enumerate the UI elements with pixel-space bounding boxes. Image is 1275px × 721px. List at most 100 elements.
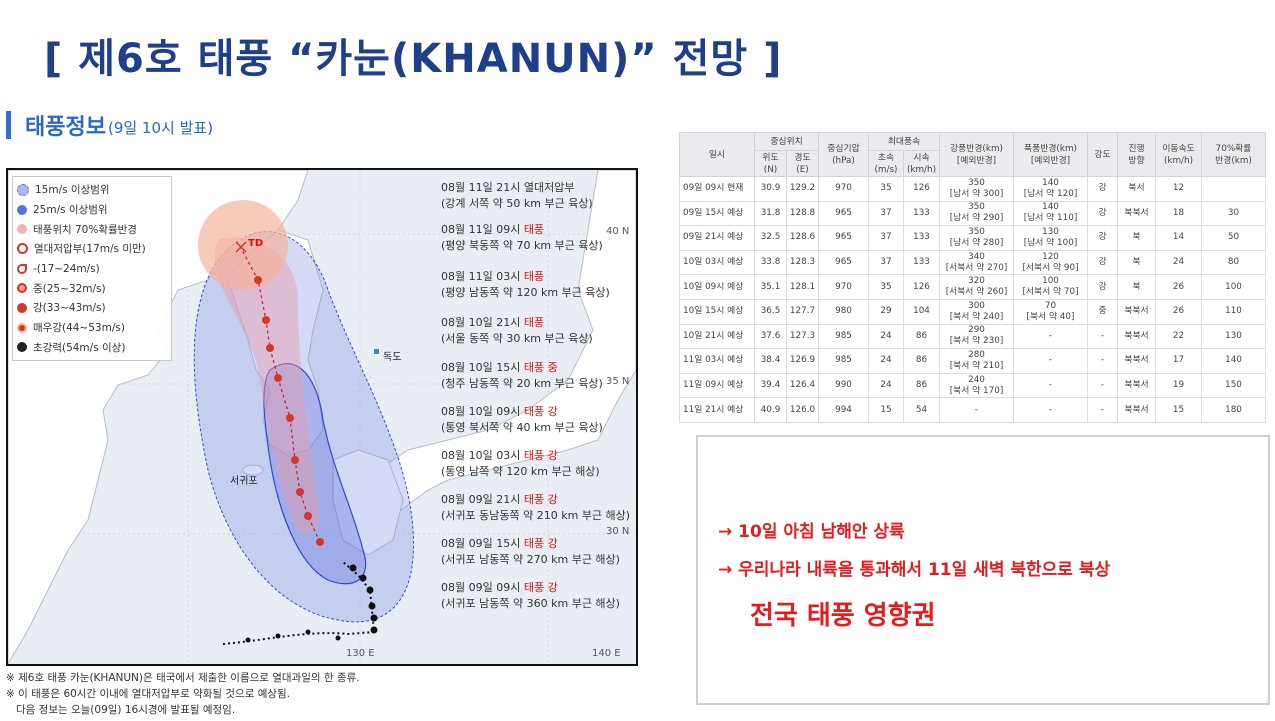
grid-label-140e: 140 E: [592, 648, 621, 659]
table-cell: 15: [868, 397, 904, 423]
table-cell: 180: [1201, 397, 1266, 423]
table-cell: 12: [1155, 176, 1202, 202]
table-cell: 10일 21시 예상: [679, 323, 755, 350]
section-heading: 태풍정보 (9일 10시 발표): [6, 110, 213, 140]
header-prob: 70%확률 반경(km): [1201, 132, 1266, 177]
table-cell: -: [939, 397, 1014, 423]
track-annotation: 08월 10일 21시 태풍 (서울 동쪽 약 30 km 부근 육상): [441, 316, 593, 345]
table-cell: 100 [서북서 약 70]: [1013, 274, 1088, 300]
table-cell: 22: [1155, 323, 1202, 350]
table-cell: 18: [1155, 200, 1202, 227]
table-cell: 24: [1155, 249, 1202, 276]
table-cell: 140 [남서 약 120]: [1013, 176, 1088, 202]
table-cell: 17: [1155, 348, 1202, 374]
track-annotation: 08월 10일 03시 태풍 강 (통영 남쪽 약 120 km 부근 해상): [441, 449, 600, 478]
table-cell: 북북서: [1117, 348, 1156, 374]
table-cell: 128.6: [786, 225, 819, 251]
legend-item: 태풍위치 70%확률반경: [17, 219, 167, 239]
table-row: 10일 21시 예상 37.6 127.3 985 24 86 290 [북서 약 230]…: [679, 323, 1266, 350]
section-heading-main: 태풍정보: [25, 115, 106, 140]
page-title: [ 제6호 태풍 “카눈(KHANUN)” 전망 ]: [44, 36, 783, 82]
table-cell: 965: [818, 249, 869, 276]
table-cell: 994: [818, 397, 869, 423]
table-cell: 북: [1117, 225, 1156, 251]
table-cell: 128.1: [786, 274, 819, 300]
table-cell: 126: [903, 274, 940, 300]
legend-item: 중(25~32m/s): [17, 278, 167, 298]
legend-label: 중(25~32m/s): [33, 282, 106, 295]
table-cell: 140: [1201, 348, 1266, 374]
table-cell: 126.4: [786, 372, 819, 399]
table-cell: -: [1087, 372, 1118, 399]
place-dokdo: 독도: [383, 352, 402, 363]
summary-line-northward: → 우리나라 내륙을 통과해서 11일 새벽 북한으로 북상: [718, 560, 1111, 580]
legend-item: 열대저압부(17m/s 미만): [17, 239, 167, 259]
header-direction: 진행 방향: [1117, 132, 1156, 177]
table-cell: 50: [1201, 225, 1266, 251]
summary-box: → 10일 아침 남해안 상륙 → 우리나라 내륙을 통과해서 11일 새벽 북…: [696, 435, 1270, 705]
table-cell: 38.4: [754, 348, 787, 374]
table-cell: 970: [818, 274, 869, 300]
circle-light-blue-icon: [17, 183, 29, 196]
legend-label: 15m/s 이상범위: [35, 184, 110, 197]
table-cell: 09일 09시 현재: [679, 176, 755, 202]
table-cell: 11일 03시 예상: [679, 348, 755, 374]
table-cell: 09일 21시 예상: [679, 225, 755, 251]
legend-item: 강(33~43m/s): [17, 298, 167, 318]
table-cell: 350 [남서 약 280]: [939, 225, 1014, 251]
grid-label-130e: 130 E: [346, 648, 375, 659]
table-cell: 강: [1087, 274, 1118, 300]
track-annotation: 08월 11일 09시 태풍 (평양 북동쪽 약 70 km 부근 육상): [441, 223, 603, 252]
table-cell: 중: [1087, 298, 1118, 325]
table-cell: -: [1087, 323, 1118, 350]
table-cell: 150: [1201, 372, 1266, 399]
table-cell: 11일 09시 예상: [679, 372, 755, 399]
legend-label: 25m/s 이상범위: [33, 204, 108, 217]
header-intensity: 강도: [1087, 132, 1118, 177]
table-row: 10일 03시 예상 33.8 128.3 965 37 133 340 [서북서 약 27…: [679, 249, 1266, 276]
table-cell: 37: [868, 249, 904, 276]
grid-label-35n: 35 N: [606, 376, 630, 387]
header-kmh: 시속 (km/h): [903, 150, 940, 177]
table-cell: 130 [남서 약 100]: [1013, 225, 1088, 251]
legend-label: 강(33~43m/s): [33, 302, 106, 315]
track-annotation: 08월 11일 03시 태풍 (평양 남동쪽 약 120 km 부근 육상): [441, 270, 610, 299]
table-cell: 09일 15시 예상: [679, 200, 755, 227]
table-cell: -: [1013, 323, 1088, 350]
table-cell: 133: [903, 200, 940, 227]
table-cell: 86: [903, 372, 940, 399]
legend-item: 매우강(44~53m/s): [17, 318, 167, 338]
table-cell: 129.2: [786, 176, 819, 202]
table-row: 10일 15시 예상 36.5 127.7 980 29 104 300 [북서 약 240…: [679, 298, 1266, 325]
grid-label-40n: 40 N: [606, 226, 630, 237]
table-cell: 80: [1201, 249, 1266, 276]
track-annotation: 08월 09일 21시 태풍 강 (서귀포 동남동쪽 약 210 km 부근 해상…: [441, 493, 631, 522]
table-cell: 240 [북서 약 170]: [939, 372, 1014, 399]
table-row: 11일 03시 예상 38.4 126.9 985 24 86 280 [북서 약 210]…: [679, 348, 1266, 374]
table-cell: 110: [1201, 298, 1266, 325]
table-cell: 강: [1087, 249, 1118, 276]
td-label: TD: [248, 238, 264, 249]
table-cell: -: [1087, 397, 1118, 423]
table-cell: 127.3: [786, 323, 819, 350]
table-cell: [1201, 176, 1266, 202]
table-cell: -: [1087, 348, 1118, 374]
header-maxwind: 최대풍속: [868, 132, 940, 151]
map-legend: 15m/s 이상범위 25m/s 이상범위 태풍위치 70%확률반경 열대저압부…: [12, 176, 172, 362]
table-cell: 126.9: [786, 348, 819, 374]
table-cell: 985: [818, 348, 869, 374]
heading-accent-bar: [6, 111, 11, 139]
table-cell: -: [1013, 348, 1088, 374]
circle-pink-icon: [17, 224, 27, 235]
header-date: 일시: [679, 132, 755, 177]
legend-label: 태풍위치 70%확률반경: [33, 223, 137, 236]
table-cell: 35: [868, 274, 904, 300]
table-cell: 280 [북서 약 210]: [939, 348, 1014, 374]
table-cell: 128.8: [786, 200, 819, 227]
table-cell: 126.0: [786, 397, 819, 423]
table-row: 09일 09시 현재 30.9 129.2 970 35 126 350 [남서 약 300…: [679, 176, 1266, 202]
table-row: 11일 09시 예상 39.4 126.4 990 24 86 240 [북서 약 170]…: [679, 372, 1266, 399]
table-cell: 강: [1087, 200, 1118, 227]
table-cell: 340 [서북서 약 270]: [939, 249, 1014, 276]
table-cell: 990: [818, 372, 869, 399]
